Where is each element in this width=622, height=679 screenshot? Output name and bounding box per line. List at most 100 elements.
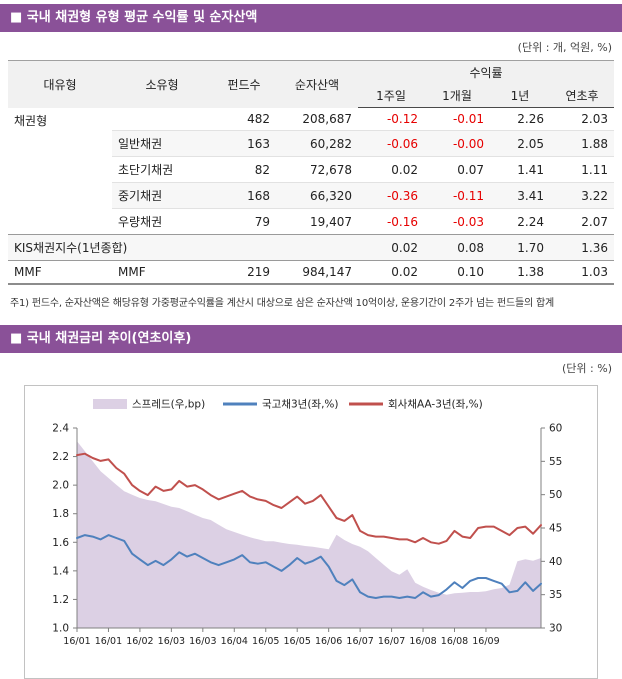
svg-text:1.2: 1.2: [52, 594, 69, 606]
svg-text:국고채3년(좌,%): 국고채3년(좌,%): [262, 399, 339, 411]
svg-text:16/07: 16/07: [378, 636, 405, 647]
table-cell-major-type: 채권형: [8, 107, 112, 235]
section-title-bond-yields: ■ 국내 채권금리 추이(연초이후): [0, 325, 622, 353]
table-cell-assets: 60,282: [276, 130, 358, 157]
svg-text:스프레드(우,bp): 스프레드(우,bp): [132, 399, 205, 411]
table-row-bond-type: 채권형 482 208,687 -0.12 -0.01 2.26 2.03: [8, 107, 614, 235]
table-footnote: 주1) 펀드수, 순자산액은 해당유형 가중평균수익률을 계산시 대상으로 삼은…: [10, 298, 555, 309]
table-cell-1week: -0.36: [358, 182, 424, 209]
table-cell-funds: 82: [212, 156, 276, 183]
svg-text:1.6: 1.6: [52, 537, 69, 549]
table-cell-1month: 0.10: [424, 260, 490, 284]
svg-text:16/01: 16/01: [63, 636, 90, 647]
table-row-ultrashort-bond: 초단기채권 82 72,678 0.02 0.07 1.41 1.11: [8, 156, 614, 183]
svg-text:16/04: 16/04: [221, 636, 248, 647]
table-cell-ytd: 1.11: [550, 156, 614, 183]
svg-text:2.2: 2.2: [52, 451, 69, 463]
table-cell-funds: [212, 234, 276, 261]
table-cell-ytd: 1.36: [550, 234, 614, 261]
table-cell-1month: 0.08: [424, 234, 490, 261]
table-cell-major-type: MMF: [8, 260, 112, 284]
table-row-mmf: MMF MMF 219 984,147 0.02 0.10 1.38 1.03: [8, 260, 614, 284]
table-cell-assets: 72,678: [276, 156, 358, 183]
svg-text:1.4: 1.4: [52, 565, 69, 577]
table-cell-1month: 0.07: [424, 156, 490, 183]
table-cell-assets: 984,147: [276, 260, 358, 284]
table-cell-1month: -0.03: [424, 208, 490, 235]
svg-text:16/03: 16/03: [189, 636, 216, 647]
header-cell-ytd: 연초후: [550, 84, 614, 108]
svg-text:16/08: 16/08: [441, 636, 468, 647]
units-label-table: (단위 : 개, 억원, %): [517, 41, 612, 54]
table-row-kis-index: KIS채권지수(1년종합) 0.02 0.08 1.70 1.36: [8, 234, 614, 261]
table-cell-1month: -0.00: [424, 130, 490, 157]
table-cell-1year: 1.41: [490, 156, 550, 183]
svg-text:45: 45: [549, 523, 562, 535]
table-cell-1week: -0.16: [358, 208, 424, 235]
table-row-general-bond: 일반채권 163 60,282 -0.06 -0.00 2.05 1.88: [8, 130, 614, 157]
table-header-row: 대유형 소유형 펀드수 순자산액 수익률: [8, 60, 614, 108]
table-cell-funds: 163: [212, 130, 276, 157]
table-cell-ytd: 1.88: [550, 130, 614, 157]
table-cell-1year: 2.24: [490, 208, 550, 235]
bond-yield-chart: 1.0 1.2 1.4 1.6 1.8 2.0 2.2 2.4 30 35 40 45 50 55 60 16…: [24, 385, 598, 679]
svg-text:40: 40: [549, 556, 562, 568]
table-cell-1month: -0.01: [452, 112, 484, 126]
table-cell-minor-type: MMF: [112, 260, 212, 284]
table-cell-assets: [276, 234, 358, 261]
svg-text:35: 35: [549, 589, 562, 601]
header-cell-1week: 1주일: [358, 84, 424, 108]
svg-text:16/08: 16/08: [409, 636, 436, 647]
table-cell-funds: 482: [247, 111, 270, 126]
table-cell-ytd: 1.03: [550, 260, 614, 284]
svg-text:60: 60: [549, 423, 562, 435]
header-cell-funds: 펀드수: [212, 60, 276, 108]
table-cell-1year: 2.05: [490, 130, 550, 157]
header-cell-assets: 순자산액: [276, 60, 358, 108]
table-cell-1year: 1.70: [490, 234, 550, 261]
svg-text:16/09: 16/09: [472, 636, 499, 647]
table-cell-1week: -0.12: [386, 112, 418, 126]
table-cell-assets: 208,687: [302, 111, 352, 126]
table-cell-minor-type: 중기채권: [112, 182, 212, 209]
svg-text:50: 50: [549, 489, 562, 501]
header-cell-1year: 1년: [490, 84, 550, 108]
govt-bond-line: [76, 534, 542, 599]
header-cell-type-major: 대유형: [8, 60, 112, 108]
table-cell-1week: 0.02: [358, 260, 424, 284]
svg-text:1.0: 1.0: [52, 623, 69, 635]
table-cell-minor-type: 우량채권: [112, 208, 212, 235]
bond-yield-chart-canvas: 1.0 1.2 1.4 1.6 1.8 2.0 2.2 2.4 30 35 40 45 50 55 60 16…: [52, 399, 562, 648]
table-cell-funds: 79: [212, 208, 276, 235]
units-label-chart: (단위 : %): [562, 362, 612, 375]
svg-text:16/06: 16/06: [315, 636, 342, 647]
svg-text:16/05: 16/05: [252, 636, 279, 647]
table-cell-ytd: 2.03: [581, 112, 608, 126]
table-cell-1week: 0.02: [358, 234, 424, 261]
svg-text:16/05: 16/05: [284, 636, 311, 647]
svg-text:16/03: 16/03: [158, 636, 185, 647]
table-cell-minor-type: 초단기채권: [112, 156, 212, 183]
table-cell-1year: 1.38: [490, 260, 550, 284]
table-cell-1week: -0.06: [358, 130, 424, 157]
table-cell-ytd: 2.07: [550, 208, 614, 235]
table-cell-assets: 19,407: [276, 208, 358, 235]
svg-text:30: 30: [549, 623, 562, 635]
svg-text:회사채AA-3년(좌,%): 회사채AA-3년(좌,%): [388, 399, 483, 411]
table-cell-1year: 2.26: [517, 112, 544, 126]
table-cell-1month: -0.11: [424, 182, 490, 209]
table-cell-minor-type: 일반채권: [112, 130, 212, 157]
svg-text:16/01: 16/01: [95, 636, 122, 647]
table-cell-major-type: KIS채권지수(1년종합): [8, 234, 212, 261]
table-row-quality-bond: 우량채권 79 19,407 -0.16 -0.03 2.24 2.07: [8, 208, 614, 235]
table-cell-1year: 3.41: [490, 182, 550, 209]
bond-fund-returns-table: 대유형 소유형 펀드수 순자산액 수익률 1주일 1개월 1년 연초후 채권형 …: [8, 60, 614, 285]
table-cell-funds: 168: [212, 182, 276, 209]
table-cell-minor-type: [112, 108, 212, 131]
svg-text:55: 55: [549, 456, 562, 468]
svg-text:1.8: 1.8: [52, 508, 69, 520]
table-cell-1week: 0.02: [358, 156, 424, 183]
svg-text:16/07: 16/07: [346, 636, 373, 647]
header-cell-returns-group: 수익률: [358, 60, 614, 84]
header-cell-1month: 1개월: [424, 84, 490, 108]
